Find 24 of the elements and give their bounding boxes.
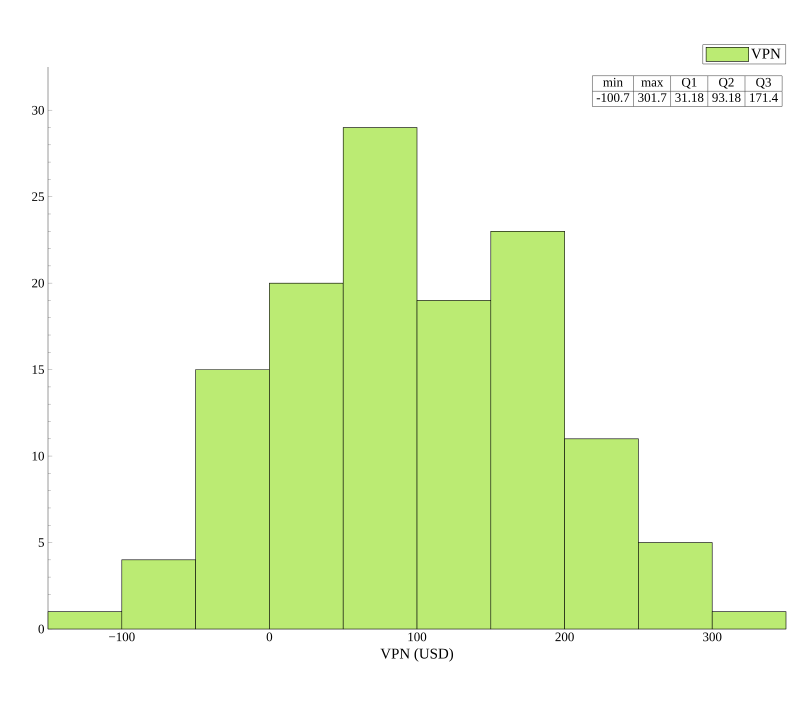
x-axis-title: VPN (USD) <box>380 648 454 662</box>
x-tick-label: 0 <box>266 632 272 642</box>
x-tick-label: 300 <box>703 632 722 642</box>
annotation: 93.18 <box>712 93 741 102</box>
y-tick-label: 20 <box>32 278 44 288</box>
y-tick-label: 5 <box>38 538 44 547</box>
y-tick-label: 0 <box>38 624 44 634</box>
annotation: min <box>603 78 623 86</box>
annotation: 31.18 <box>675 93 704 102</box>
x-tick-label: 200 <box>555 632 574 642</box>
legend-label: VPN <box>751 48 780 59</box>
annotation: Q3 <box>756 78 771 89</box>
annotation: 301.7 <box>638 93 666 102</box>
x-tick-label: 100 <box>408 632 426 642</box>
annotation: -100.7 <box>596 93 630 102</box>
x-tick-label: −100 <box>109 632 135 642</box>
y-tick-label: 25 <box>32 192 44 202</box>
annotation: max <box>641 80 664 87</box>
y-tick-label: 30 <box>32 106 44 115</box>
annotation: Q1 <box>682 78 696 89</box>
annotation: Q2 <box>719 78 734 89</box>
y-tick-label: 10 <box>32 452 44 460</box>
annotation: 171.4 <box>750 93 778 102</box>
y-tick-label: 15 <box>32 365 44 374</box>
